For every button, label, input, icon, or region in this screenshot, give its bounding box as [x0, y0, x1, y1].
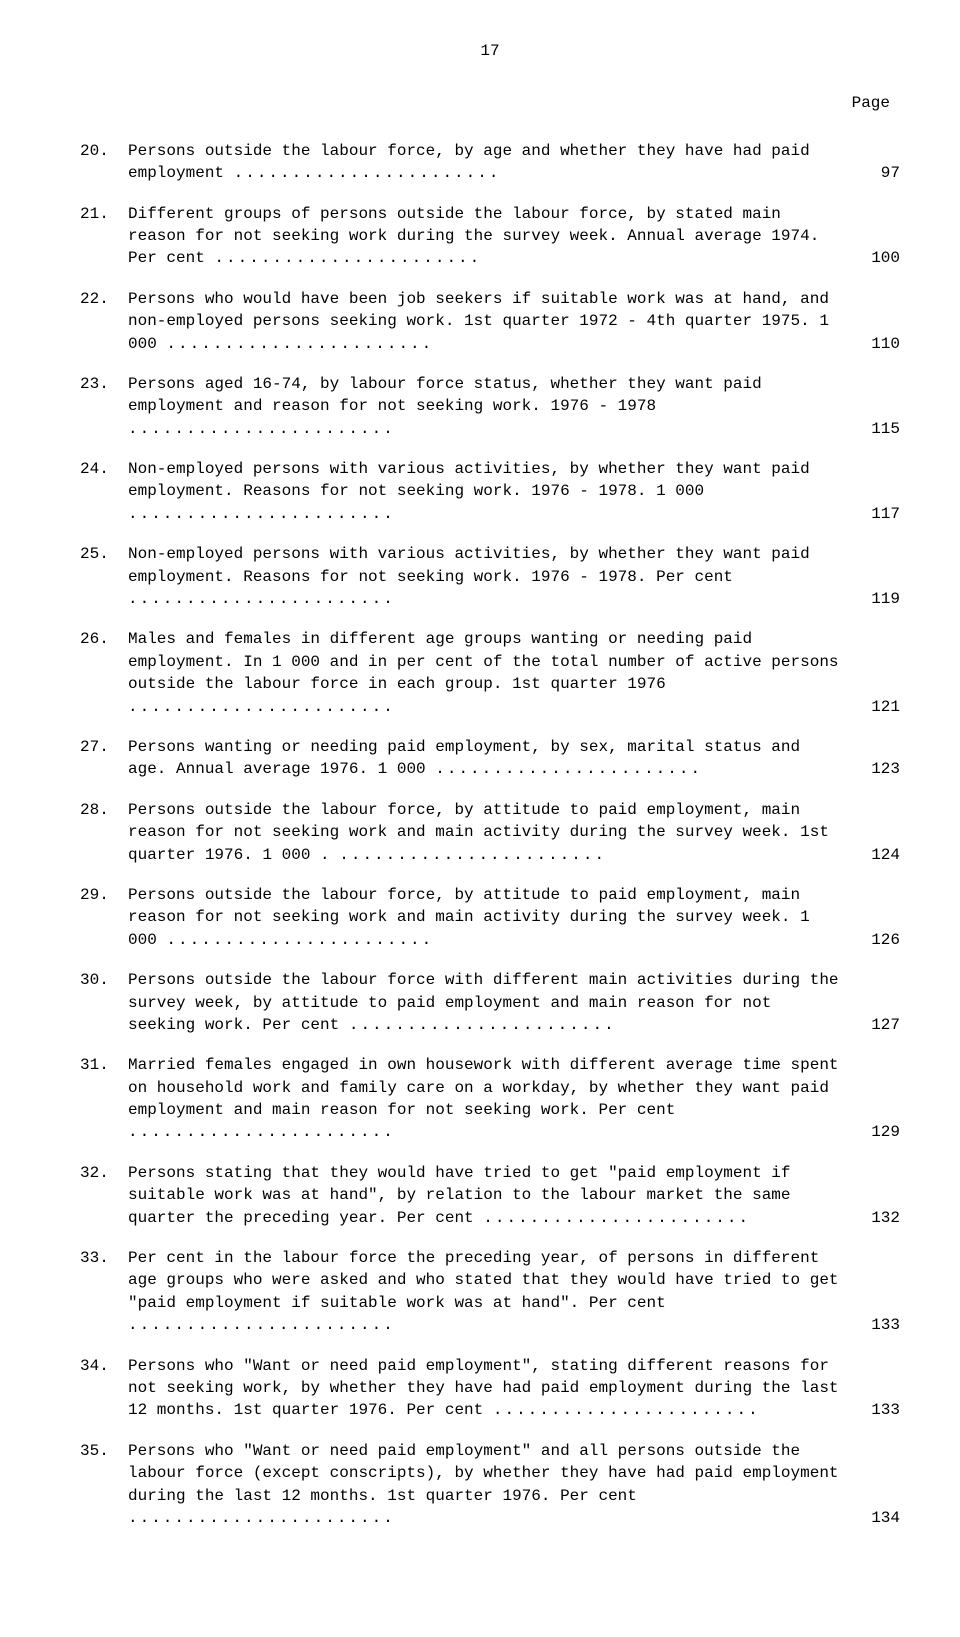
entry-text: Males and females in different age group… — [128, 630, 839, 693]
leader-dots: ....................... — [214, 249, 481, 267]
leader-dots: ....................... — [128, 1123, 395, 1141]
entry-body: Different groups of persons outside the … — [128, 203, 900, 270]
entry-body: Persons outside the labour force, by att… — [128, 884, 900, 951]
entry-text: Non-employed persons with various activi… — [128, 460, 810, 500]
entry-body: Persons outside the labour force with di… — [128, 969, 900, 1036]
entry-number: 33. — [80, 1247, 128, 1269]
entry-text: Persons aged 16-74, by labour force stat… — [128, 375, 762, 415]
entry-body: Persons stating that they would have tri… — [128, 1162, 900, 1229]
toc-entry: 30.Persons outside the labour force with… — [80, 969, 900, 1036]
entry-body: Persons wanting or needing paid employme… — [128, 736, 900, 781]
entry-page: 100 — [850, 247, 900, 269]
leader-dots: ....................... — [128, 1316, 395, 1334]
entry-number: 23. — [80, 373, 128, 395]
entry-body: Per cent in the labour force the precedi… — [128, 1247, 900, 1337]
entry-body: Non-employed persons with various activi… — [128, 458, 900, 525]
entry-page: 121 — [850, 696, 900, 718]
leader-dots: ....................... — [483, 1209, 750, 1227]
entry-body: Persons who "Want or need paid employmen… — [128, 1355, 900, 1422]
entry-number: 31. — [80, 1054, 128, 1076]
entry-text: Married females engaged in own housework… — [128, 1056, 839, 1119]
entry-number: 29. — [80, 884, 128, 906]
leader-dots: ....................... — [128, 590, 395, 608]
entry-page: 119 — [850, 588, 900, 610]
toc-entry: 32.Persons stating that they would have … — [80, 1162, 900, 1229]
entry-page: 133 — [850, 1399, 900, 1421]
entry-number: 26. — [80, 628, 128, 650]
leader-dots: ....................... — [166, 335, 433, 353]
entry-body: Persons aged 16-74, by labour force stat… — [128, 373, 900, 440]
entry-body: Males and females in different age group… — [128, 628, 900, 718]
entry-number: 35. — [80, 1440, 128, 1462]
toc-entry: 28.Persons outside the labour force, by … — [80, 799, 900, 866]
entry-number: 27. — [80, 736, 128, 758]
entry-text: Persons who "Want or need paid employmen… — [128, 1442, 839, 1505]
entry-page: 123 — [850, 758, 900, 780]
toc-entry: 34.Persons who "Want or need paid employ… — [80, 1355, 900, 1422]
entry-number: 25. — [80, 543, 128, 565]
toc-entry: 26.Males and females in different age gr… — [80, 628, 900, 718]
entry-page: 115 — [850, 418, 900, 440]
entry-page: 134 — [850, 1507, 900, 1529]
entry-number: 28. — [80, 799, 128, 821]
entry-page: 110 — [850, 333, 900, 355]
leader-dots: ....................... — [493, 1401, 760, 1419]
entry-body: Persons who "Want or need paid employmen… — [128, 1440, 900, 1530]
entry-body: Non-employed persons with various activi… — [128, 543, 900, 610]
leader-dots: ....................... — [128, 1509, 395, 1527]
entry-number: 20. — [80, 140, 128, 162]
entry-page: 133 — [850, 1314, 900, 1336]
leader-dots: ....................... — [128, 698, 395, 716]
entry-number: 21. — [80, 203, 128, 225]
entry-number: 30. — [80, 969, 128, 991]
leader-dots: ....................... — [234, 164, 501, 182]
entry-number: 34. — [80, 1355, 128, 1377]
entry-body: Persons outside the labour force, by age… — [128, 140, 900, 185]
entry-body: Persons outside the labour force, by att… — [128, 799, 900, 866]
leader-dots: ....................... — [128, 420, 395, 438]
toc-entry: 33.Per cent in the labour force the prec… — [80, 1247, 900, 1337]
entry-page: 124 — [850, 844, 900, 866]
entry-number: 24. — [80, 458, 128, 480]
entry-body: Married females engaged in own housework… — [128, 1054, 900, 1144]
toc-entry: 20.Persons outside the labour force, by … — [80, 140, 900, 185]
table-of-contents: 20.Persons outside the labour force, by … — [80, 140, 900, 1530]
page-number-top: 17 — [80, 40, 900, 62]
entry-page: 127 — [850, 1014, 900, 1036]
toc-entry: 31.Married females engaged in own housew… — [80, 1054, 900, 1144]
entry-page: 129 — [850, 1121, 900, 1143]
entry-number: 32. — [80, 1162, 128, 1184]
toc-entry: 29.Persons outside the labour force, by … — [80, 884, 900, 951]
entry-page: 132 — [850, 1207, 900, 1229]
entry-text: Per cent in the labour force the precedi… — [128, 1249, 839, 1312]
leader-dots: ....................... — [166, 931, 433, 949]
toc-entry: 22.Persons who would have been job seeke… — [80, 288, 900, 355]
toc-entry: 27.Persons wanting or needing paid emplo… — [80, 736, 900, 781]
page-header: Page — [80, 92, 900, 114]
toc-entry: 23.Persons aged 16-74, by labour force s… — [80, 373, 900, 440]
toc-entry: 25.Non-employed persons with various act… — [80, 543, 900, 610]
entry-page: 126 — [850, 929, 900, 951]
entry-body: Persons who would have been job seekers … — [128, 288, 900, 355]
leader-dots: ....................... — [339, 846, 606, 864]
entry-page: 97 — [850, 162, 900, 184]
entry-page: 117 — [850, 503, 900, 525]
toc-entry: 35.Persons who "Want or need paid employ… — [80, 1440, 900, 1530]
entry-text: Non-employed persons with various activi… — [128, 545, 810, 585]
leader-dots: ....................... — [128, 505, 395, 523]
leader-dots: ....................... — [349, 1016, 616, 1034]
leader-dots: ....................... — [435, 760, 702, 778]
toc-entry: 21.Different groups of persons outside t… — [80, 203, 900, 270]
toc-entry: 24.Non-employed persons with various act… — [80, 458, 900, 525]
entry-number: 22. — [80, 288, 128, 310]
